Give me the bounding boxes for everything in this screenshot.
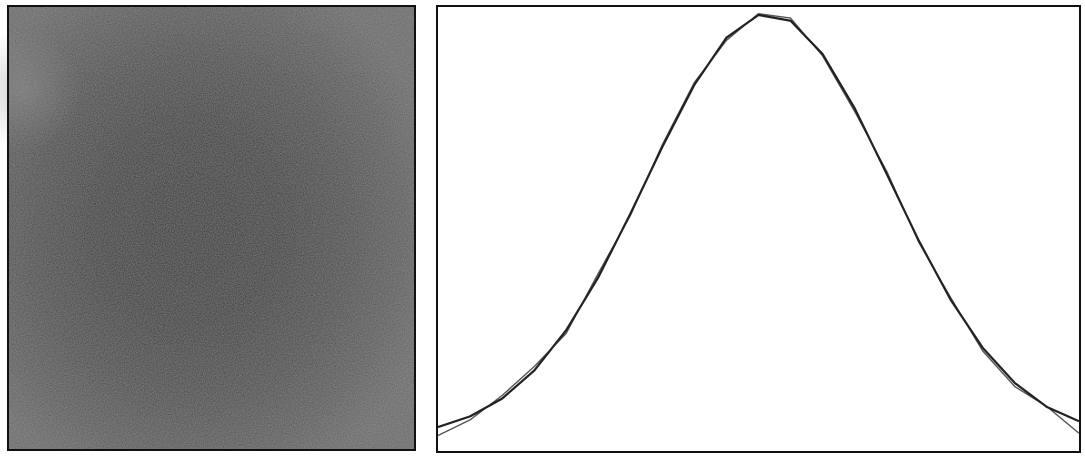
page: (() => { const data = JSON.parse(documen… xyxy=(0,0,1085,458)
beam-image xyxy=(0,6,415,450)
plot-frame xyxy=(437,6,1080,452)
figure xyxy=(0,0,1085,458)
